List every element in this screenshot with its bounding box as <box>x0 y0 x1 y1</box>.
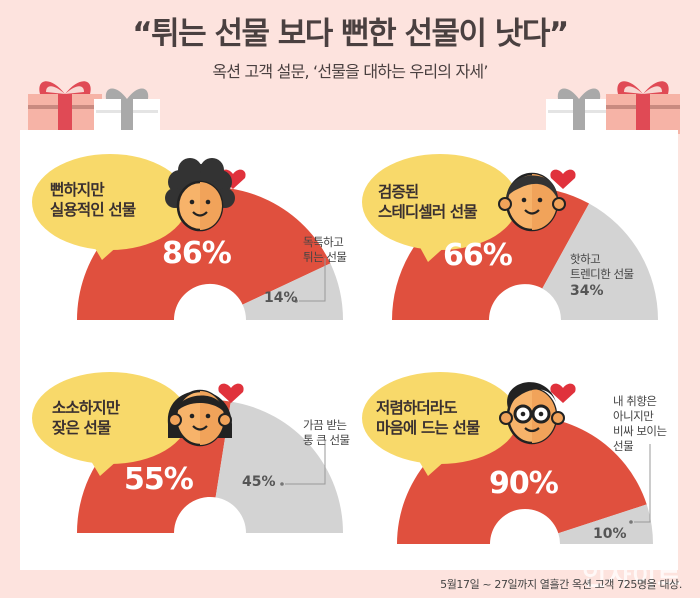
bubble-line: 검증된 <box>378 183 419 201</box>
gauge-card-2: 검증된 스테디셀러 선물 66% 핫하고 트렌디한 선물 34% <box>350 140 680 355</box>
minor-percent: 34% <box>570 283 604 299</box>
gauge-card-3: 소소하지만 잦은 선물 55% 45% 가끔 받는 통 큰 선물 <box>20 358 350 573</box>
minor-label-line: 아니지만 <box>613 409 654 423</box>
page-title: “튀는 선물 보다 뻔한 선물이 낫다” <box>132 16 569 52</box>
gift-box-white-icon <box>546 88 612 134</box>
bob-hair-face-icon <box>167 389 232 447</box>
bubble-line: 실용적인 선물 <box>50 201 136 219</box>
speech-bubble <box>32 154 188 250</box>
heart-icon <box>550 169 576 189</box>
gift-box-white-icon <box>94 88 160 134</box>
glasses-face-icon <box>499 382 565 445</box>
watermark: 인사이트 <box>582 562 682 592</box>
speech-bubble <box>362 372 518 464</box>
bubble-line: 마음에 드는 선물 <box>376 419 480 437</box>
semicircle-gauge-86 <box>32 154 344 320</box>
minor-label-line: 비싸 보이는 <box>613 424 667 438</box>
gauge-card-1: 뻔하지만 실용적인 선물 86% 14% 독특하고 튀는 선물 <box>20 140 350 355</box>
minor-percent: 14% <box>264 290 298 306</box>
curly-hair-face-icon <box>165 158 235 232</box>
bubble-line: 소소하지만 <box>52 399 120 417</box>
short-hair-face-icon <box>498 172 566 232</box>
gauge-card-4: 저렴하더라도 마음에 드는 선물 90% 10% 내 취향은 아니지만 비싸 보… <box>350 358 680 573</box>
survey-footnote: 5월17일 ~ 27일까지 열흘간 옥션 고객 725명을 대상. <box>440 578 682 591</box>
minor-label-line: 통 큰 선물 <box>303 433 350 447</box>
speech-bubble <box>32 372 188 464</box>
bubble-line: 스테디셀러 선물 <box>378 203 478 221</box>
heart-icon <box>550 383 576 403</box>
minor-percent: 45% <box>242 474 276 490</box>
minor-label-line: 독특하고 <box>303 235 344 249</box>
major-percent: 55% <box>124 462 194 497</box>
minor-label-line: 트렌디한 선물 <box>570 267 634 281</box>
bubble-line: 저렴하더라도 <box>376 399 458 417</box>
semicircle-gauge-55 <box>32 372 343 533</box>
minor-label-line: 내 취향은 <box>613 394 657 408</box>
gift-box-pink-icon <box>28 81 102 134</box>
gift-box-pink-icon <box>606 81 680 134</box>
page-subtitle: 옥션 고객 설문, ‘선물을 대하는 우리의 자세’ <box>212 62 488 81</box>
major-percent: 90% <box>489 466 559 501</box>
bubble-line: 잦은 선물 <box>52 419 111 437</box>
bubble-line: 뻔하지만 <box>50 181 105 199</box>
major-percent: 66% <box>443 238 513 273</box>
major-percent: 86% <box>162 236 232 271</box>
semicircle-gauge-66 <box>362 154 658 320</box>
heart-icon <box>218 383 244 403</box>
minor-label-line: 선물 <box>613 439 634 453</box>
minor-label-line: 튀는 선물 <box>303 250 347 264</box>
minor-percent: 10% <box>593 526 627 542</box>
minor-label-line: 핫하고 <box>570 252 601 266</box>
semicircle-gauge-90 <box>362 372 653 544</box>
minor-label-line: 가끔 받는 <box>303 418 347 432</box>
speech-bubble <box>362 154 518 250</box>
